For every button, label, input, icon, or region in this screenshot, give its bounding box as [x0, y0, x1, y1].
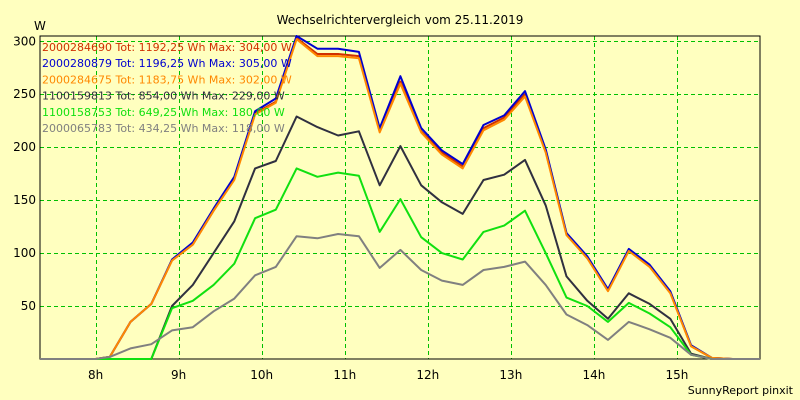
series-line-2000065783 [40, 233, 760, 360]
x-tick-label: 8h [88, 368, 103, 382]
legend-entry-2000284690: 2000284690 Tot: 1192,25 Wh Max: 304,00 W [42, 41, 292, 54]
x-tick-label: 13h [499, 368, 522, 382]
y-tick-label: 150 [13, 193, 36, 207]
series-line-1100158753 [40, 167, 760, 360]
legend-entry-1100159813: 1100159813 Tot: 854,00 Wh Max: 229,00 W [42, 90, 285, 103]
axes: 50 100 150 200 250 300 8h 9h 10h 11h 12h 13h 14h 15h [13, 34, 761, 382]
chart-title: Wechselrichtervergleich vom 25.11.2019 [277, 13, 524, 27]
y-axis-unit-label: W [34, 19, 46, 33]
legend-entry-1100158753: 1100158753 Tot: 649,25 Wh Max: 180,00 W [42, 106, 285, 119]
y-tick-label: 300 [13, 34, 36, 48]
y-tick-label: 200 [13, 140, 36, 154]
y-tick-label: 100 [13, 246, 36, 260]
legend: 2000284690 Tot: 1192,25 Wh Max: 304,00 W… [42, 41, 292, 135]
footer-credit: SunnyReport pinxit [688, 384, 794, 397]
legend-entry-2000280879: 2000280879 Tot: 1196,25 Wh Max: 305,00 W [42, 57, 292, 70]
y-tick-label: 50 [21, 299, 36, 313]
legend-entry-2000065783: 2000065783 Tot: 434,25 Wh Max: 118,00 W [42, 122, 285, 135]
plot-frame [39, 35, 761, 360]
x-tick-label: 9h [171, 368, 186, 382]
x-tick-label: 14h [582, 368, 605, 382]
x-tick-label: 12h [416, 368, 439, 382]
y-tick-label: 250 [13, 87, 36, 101]
x-tick-label: 10h [250, 368, 273, 382]
series-lines [40, 35, 760, 360]
x-tick-label: 15h [666, 368, 689, 382]
legend-entry-2000284675: 2000284675 Tot: 1183,75 Wh Max: 302,00 W [42, 73, 292, 86]
x-tick-label: 11h [333, 368, 356, 382]
series-line-2000284675 [40, 38, 760, 360]
